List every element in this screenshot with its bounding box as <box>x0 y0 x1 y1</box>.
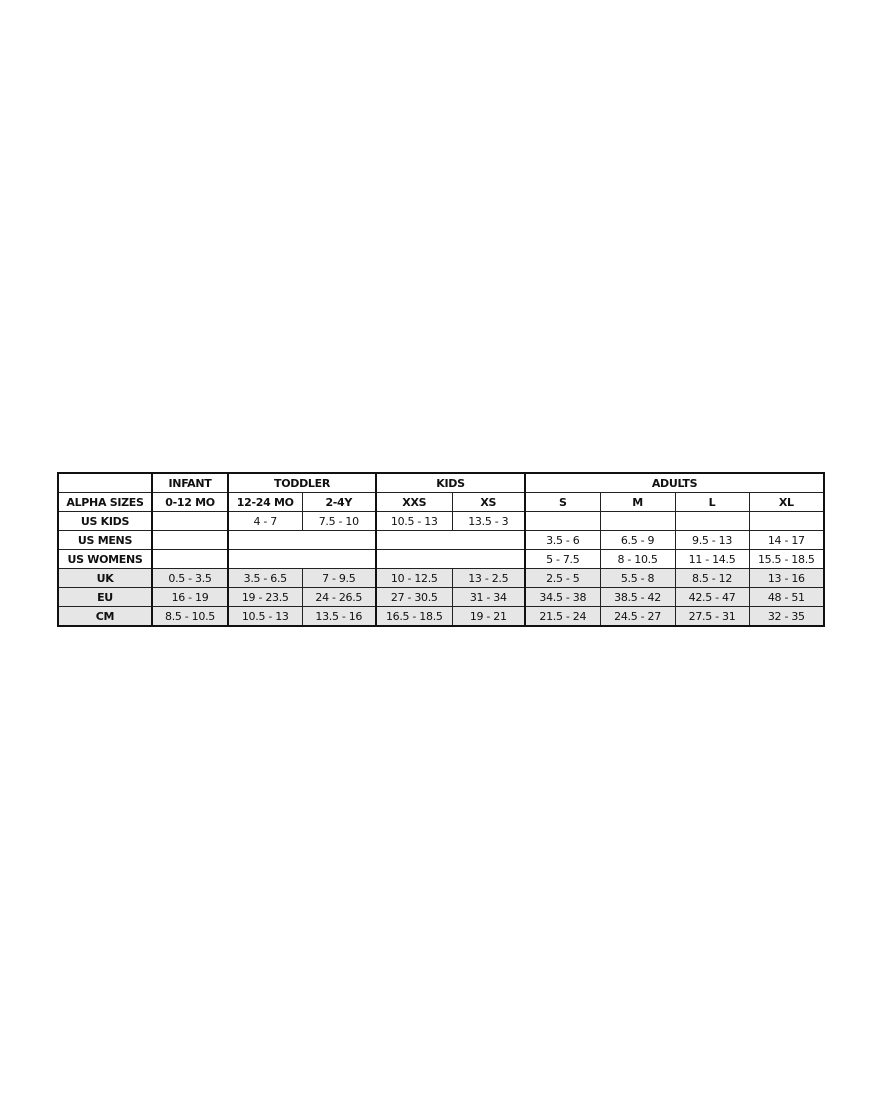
table-cell: 14 - 17 <box>748 530 825 550</box>
group-header-adults: ADULTS <box>524 472 825 493</box>
table-cell: 3.5 - 6.5 <box>227 568 303 588</box>
table-cell: 31 - 34 <box>451 587 526 607</box>
table-cell: 19 - 21 <box>451 606 526 627</box>
group-header-row: INFANT TODDLER KIDS ADULTS <box>57 472 825 493</box>
row-label: EU <box>57 587 153 607</box>
table-cell <box>226 549 377 569</box>
table-row-us-mens: US MENS 3.5 - 6 6.5 - 9 9.5 - 13 14 - 17 <box>57 530 825 550</box>
table-cell: 0-12 MO <box>151 492 229 512</box>
table-cell: 38.5 - 42 <box>599 587 676 607</box>
table-cell: 16.5 - 18.5 <box>375 606 453 627</box>
table-cell: 12-24 MO <box>227 492 303 512</box>
table-cell: 10.5 - 13 <box>227 606 303 627</box>
table-cell: 15.5 - 18.5 <box>748 549 825 569</box>
table-cell <box>226 530 377 550</box>
table-cell <box>524 511 601 531</box>
table-row-us-kids: US KIDS 4 - 7 7.5 - 10 10.5 - 13 13.5 - 3 <box>57 511 825 531</box>
table-row-cm: CM 8.5 - 10.5 10.5 - 13 13.5 - 16 16.5 - 18.… <box>57 606 825 627</box>
table-cell <box>151 549 229 569</box>
table-cell: 7 - 9.5 <box>301 568 377 588</box>
table-cell: 6.5 - 9 <box>599 530 676 550</box>
group-header-toddler: TODDLER <box>226 472 377 493</box>
row-label: US MENS <box>57 530 153 550</box>
table-cell: 0.5 - 3.5 <box>151 568 229 588</box>
table-cell <box>151 530 229 550</box>
table-cell: 21.5 - 24 <box>524 606 601 627</box>
table-cell <box>599 511 676 531</box>
row-label: CM <box>57 606 153 627</box>
table-row-us-womens: US WOMENS 5 - 7.5 8 - 10.5 11 - 14.5 15.5 - … <box>57 549 825 569</box>
table-row-eu: EU 16 - 19 19 - 23.5 24 - 26.5 27 - 30.5 31 -… <box>57 587 825 607</box>
table-cell: 27.5 - 31 <box>674 606 750 627</box>
table-cell: 27 - 30.5 <box>375 587 453 607</box>
table-cell: 16 - 19 <box>151 587 229 607</box>
table-cell: XL <box>748 492 825 512</box>
table-cell: 34.5 - 38 <box>524 587 601 607</box>
table-cell: M <box>599 492 676 512</box>
table-cell: 24 - 26.5 <box>301 587 377 607</box>
table-cell: 3.5 - 6 <box>524 530 601 550</box>
table-cell: XS <box>451 492 526 512</box>
table-cell: 42.5 - 47 <box>674 587 750 607</box>
row-label: US WOMENS <box>57 549 153 569</box>
table-cell: 32 - 35 <box>748 606 825 627</box>
table-cell: 8 - 10.5 <box>599 549 676 569</box>
table-cell <box>151 511 229 531</box>
table-cell: S <box>524 492 601 512</box>
table-cell: 10.5 - 13 <box>375 511 453 531</box>
row-label: ALPHA SIZES <box>57 492 153 512</box>
table-cell: 11 - 14.5 <box>674 549 750 569</box>
table-cell <box>375 549 526 569</box>
table-cell <box>674 511 750 531</box>
table-cell: 4 - 7 <box>227 511 303 531</box>
table-cell: 48 - 51 <box>748 587 825 607</box>
size-chart-table: INFANT TODDLER KIDS ADULTS ALPHA SIZES 0-12 M… <box>57 472 826 627</box>
group-header-infant: INFANT <box>151 472 229 493</box>
table-cell <box>375 530 526 550</box>
table-cell: 5.5 - 8 <box>599 568 676 588</box>
table-cell: 13.5 - 16 <box>301 606 377 627</box>
row-label: UK <box>57 568 153 588</box>
table-cell: L <box>674 492 750 512</box>
table-cell <box>748 511 825 531</box>
table-cell: 9.5 - 13 <box>674 530 750 550</box>
table-row-uk: UK 0.5 - 3.5 3.5 - 6.5 7 - 9.5 10 - 12.5 13 -… <box>57 568 825 588</box>
table-cell: 19 - 23.5 <box>227 587 303 607</box>
table-cell: 13 - 2.5 <box>451 568 526 588</box>
table-cell: 8.5 - 10.5 <box>151 606 229 627</box>
corner-cell <box>57 472 153 493</box>
table-cell: 13.5 - 3 <box>451 511 526 531</box>
row-label: US KIDS <box>57 511 153 531</box>
table-cell: 24.5 - 27 <box>599 606 676 627</box>
table-cell: 2.5 - 5 <box>524 568 601 588</box>
table-row-alpha-sizes: ALPHA SIZES 0-12 MO 12-24 MO 2-4Y XXS XS S M L XL <box>57 492 825 512</box>
table-cell: XXS <box>375 492 453 512</box>
table-cell: 13 - 16 <box>748 568 825 588</box>
group-header-kids: KIDS <box>375 472 526 493</box>
table-cell: 5 - 7.5 <box>524 549 601 569</box>
table-cell: 7.5 - 10 <box>301 511 377 531</box>
table-cell: 8.5 - 12 <box>674 568 750 588</box>
table-cell: 2-4Y <box>301 492 377 512</box>
table-cell: 10 - 12.5 <box>375 568 453 588</box>
